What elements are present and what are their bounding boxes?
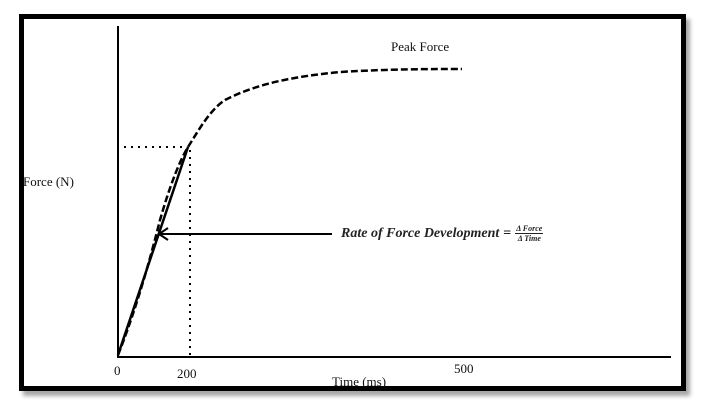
peak-force-label: Peak Force <box>391 39 450 54</box>
rfd-slope-line <box>116 146 190 356</box>
x-tick-500: 500 <box>454 361 474 376</box>
rfd-formula: Rate of Force Development = Δ Force Δ Ti… <box>341 224 544 243</box>
rfd-fraction: Δ Force Δ Time <box>515 224 544 243</box>
arrowhead-icon <box>157 227 169 241</box>
rfd-numerator: Δ Force <box>515 224 544 234</box>
y-axis-label: Force (N) <box>23 174 74 189</box>
rfd-denominator: Δ Time <box>517 234 541 243</box>
x-tick-200: 200 <box>177 366 197 381</box>
x-axis-label: Time (ms) <box>332 374 387 389</box>
rfd-formula-lhs: Rate of Force Development <box>341 225 500 241</box>
x-tick-0: 0 <box>114 363 121 378</box>
diagram-frame <box>19 14 686 391</box>
force-curve <box>116 67 463 356</box>
rfd-formula-equals: = <box>503 225 512 241</box>
